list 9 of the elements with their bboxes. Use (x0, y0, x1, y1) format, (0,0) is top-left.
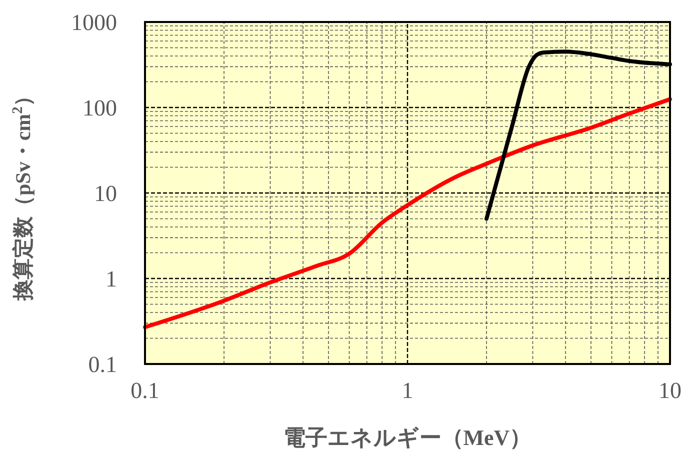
y-tick-label: 1 (106, 266, 117, 292)
x-tick-label: 0.1 (130, 378, 160, 403)
y-tick-label: 100 (82, 96, 117, 121)
x-tick-label: 10 (658, 378, 682, 403)
y-tick-label: 10 (94, 181, 117, 206)
y-tick-label: 0.1 (88, 352, 117, 378)
x-axis-title: 電子エネルギー（MeV） (283, 425, 532, 450)
x-tick-label: 1 (402, 378, 414, 403)
y-tick-label: 1000 (71, 10, 117, 36)
